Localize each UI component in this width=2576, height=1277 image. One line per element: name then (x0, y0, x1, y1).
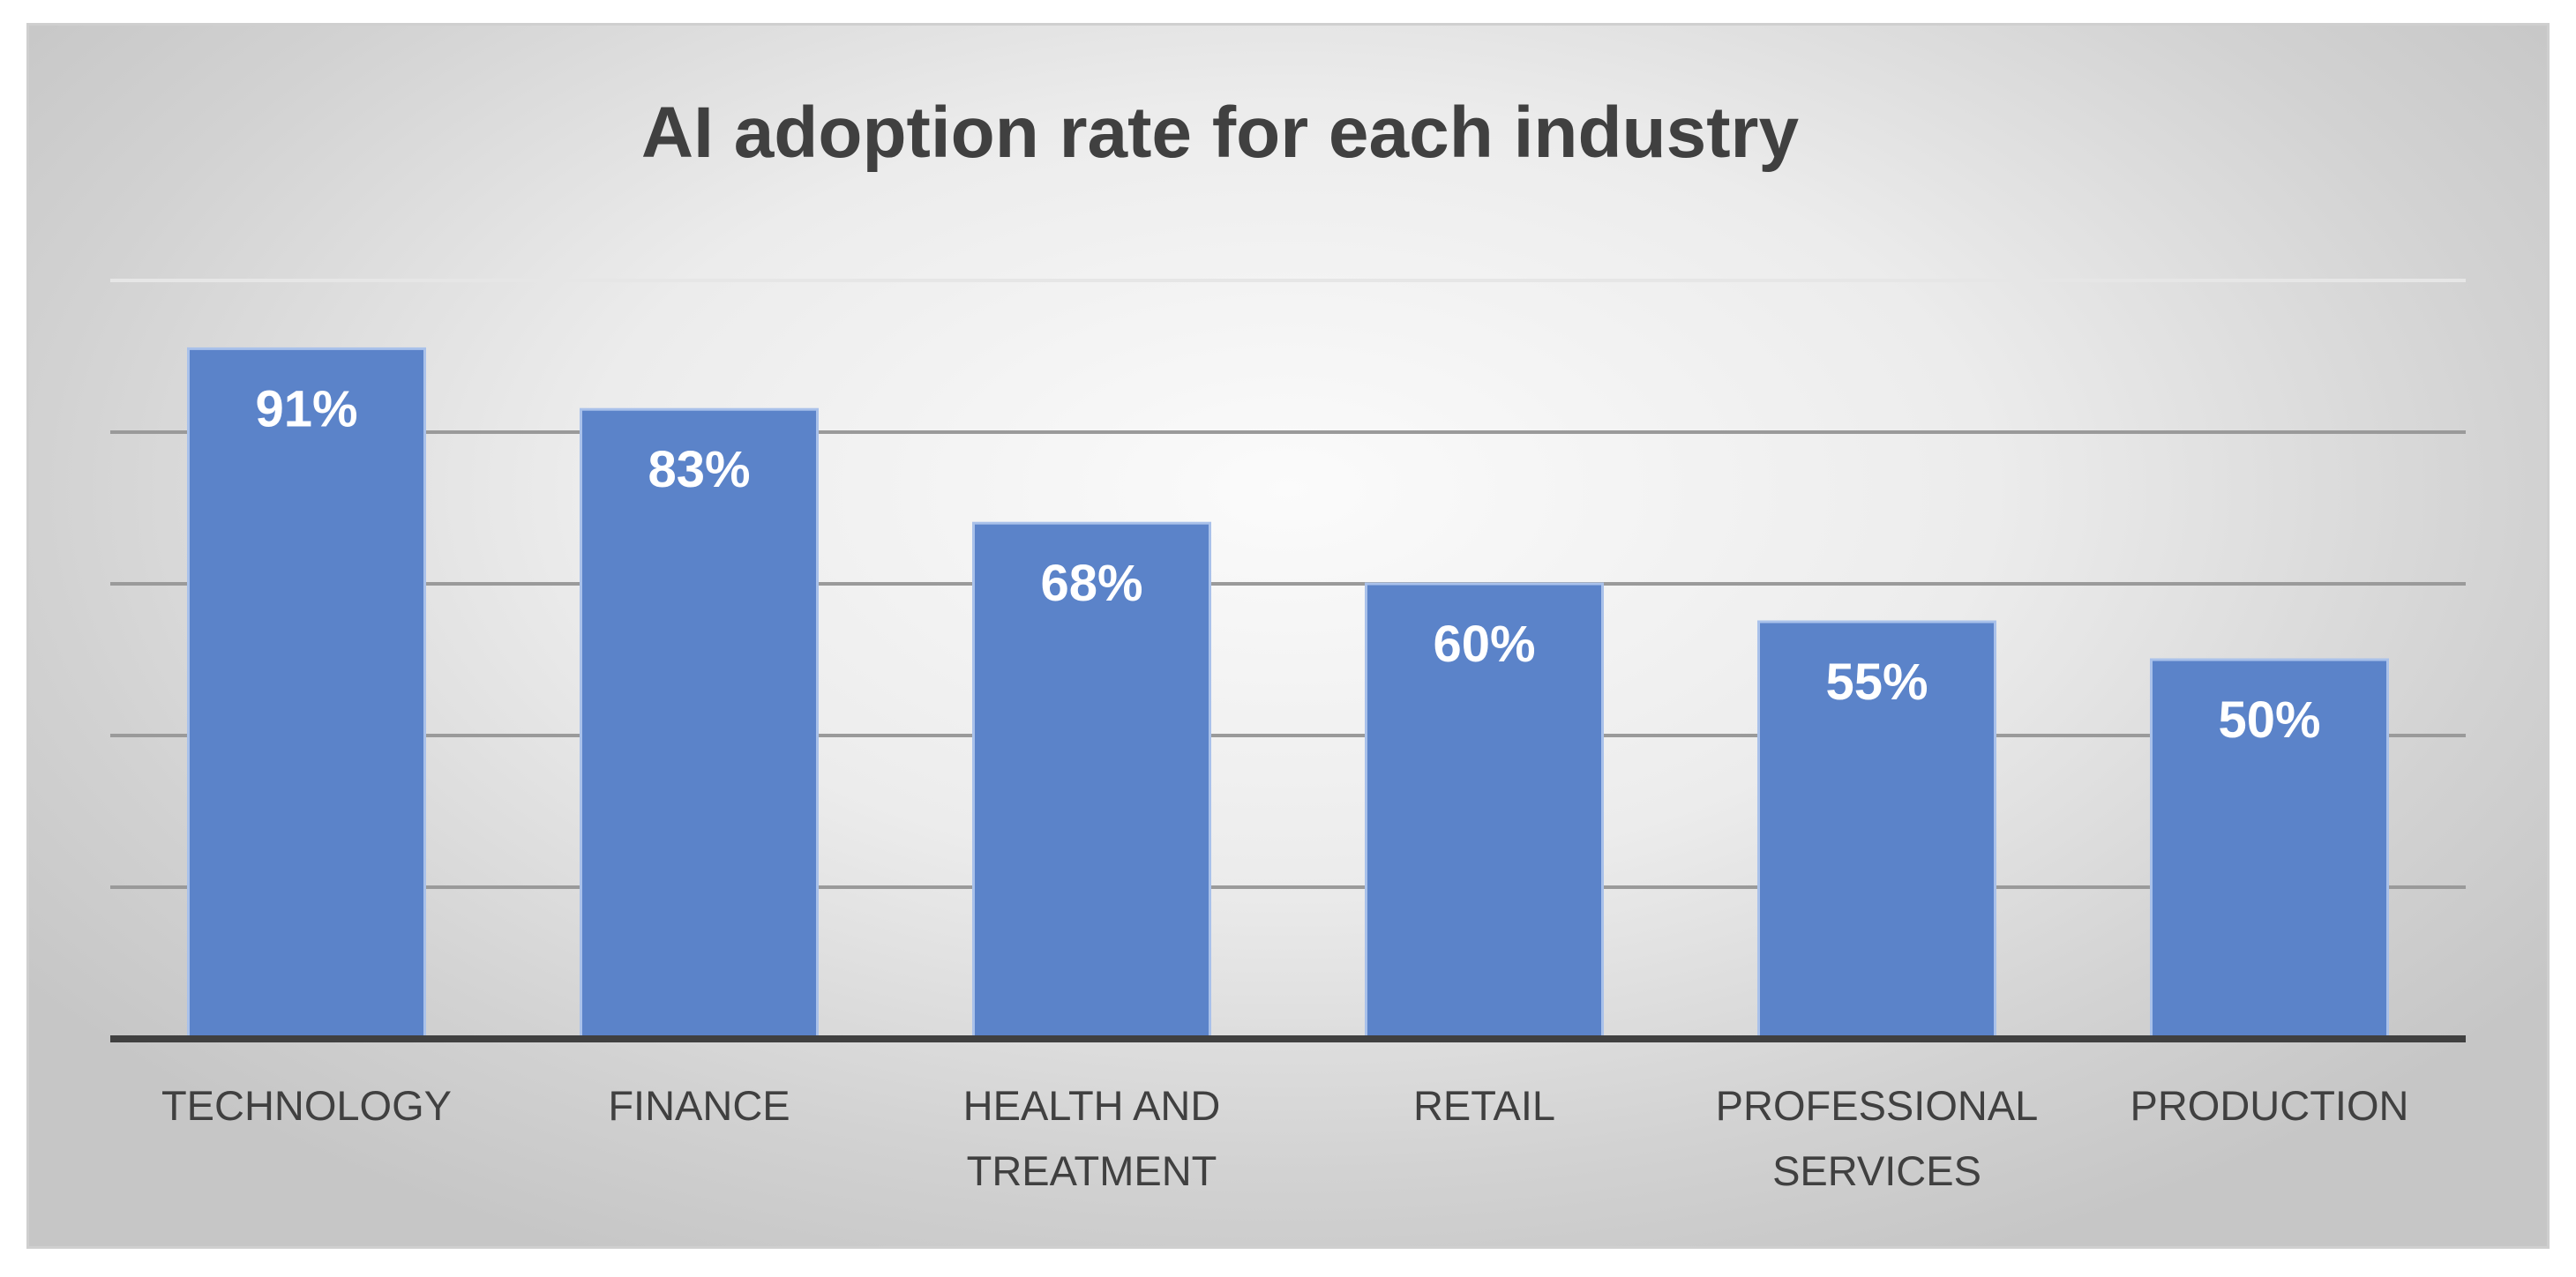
bar-0 (187, 347, 426, 1041)
category-label-2: HEALTH AND TREATMENT (963, 1082, 1221, 1194)
bar-5 (2150, 658, 2389, 1041)
category-label-0: TECHNOLOGY (161, 1082, 452, 1129)
category-label-4: PROFESSIONAL SERVICES (1716, 1082, 2039, 1194)
category-label-line: SERVICES (1772, 1147, 1981, 1194)
category-label-line: HEALTH AND (963, 1082, 1221, 1129)
chart-frame: AI adoption rate for each industry (26, 23, 2550, 1249)
data-label-2: 68% (1040, 555, 1142, 612)
chart-title: AI adoption rate for each industry (640, 93, 1800, 173)
category-label-3: RETAIL (1413, 1082, 1555, 1129)
category-label-line: PROFESSIONAL (1716, 1082, 2039, 1129)
bars (187, 347, 2389, 1041)
category-label-line: TREATMENT (967, 1147, 1217, 1194)
data-label-4: 55% (1825, 653, 1928, 711)
bar-2 (972, 521, 1211, 1041)
data-label-1: 83% (648, 441, 750, 498)
gridlines (110, 279, 2466, 889)
category-label-line: RETAIL (1413, 1082, 1555, 1129)
data-label-0: 91% (255, 380, 357, 437)
category-label-line: FINANCE (608, 1082, 790, 1129)
bar-4 (1757, 620, 1996, 1041)
category-label-line: PRODUCTION (2130, 1082, 2409, 1129)
data-labels: 91% 83% 68% 60% 55% 50% (255, 380, 2320, 749)
data-label-5: 50% (2218, 691, 2320, 749)
category-labels: TECHNOLOGY FINANCE HEALTH AND TREATMENT RETA… (161, 1082, 2409, 1194)
data-label-3: 60% (1433, 616, 1535, 673)
bar-1 (580, 407, 819, 1041)
category-label-5: PRODUCTION (2130, 1082, 2409, 1129)
category-label-1: FINANCE (608, 1082, 790, 1129)
category-label-line: TECHNOLOGY (161, 1082, 452, 1129)
bar-3 (1365, 582, 1604, 1041)
